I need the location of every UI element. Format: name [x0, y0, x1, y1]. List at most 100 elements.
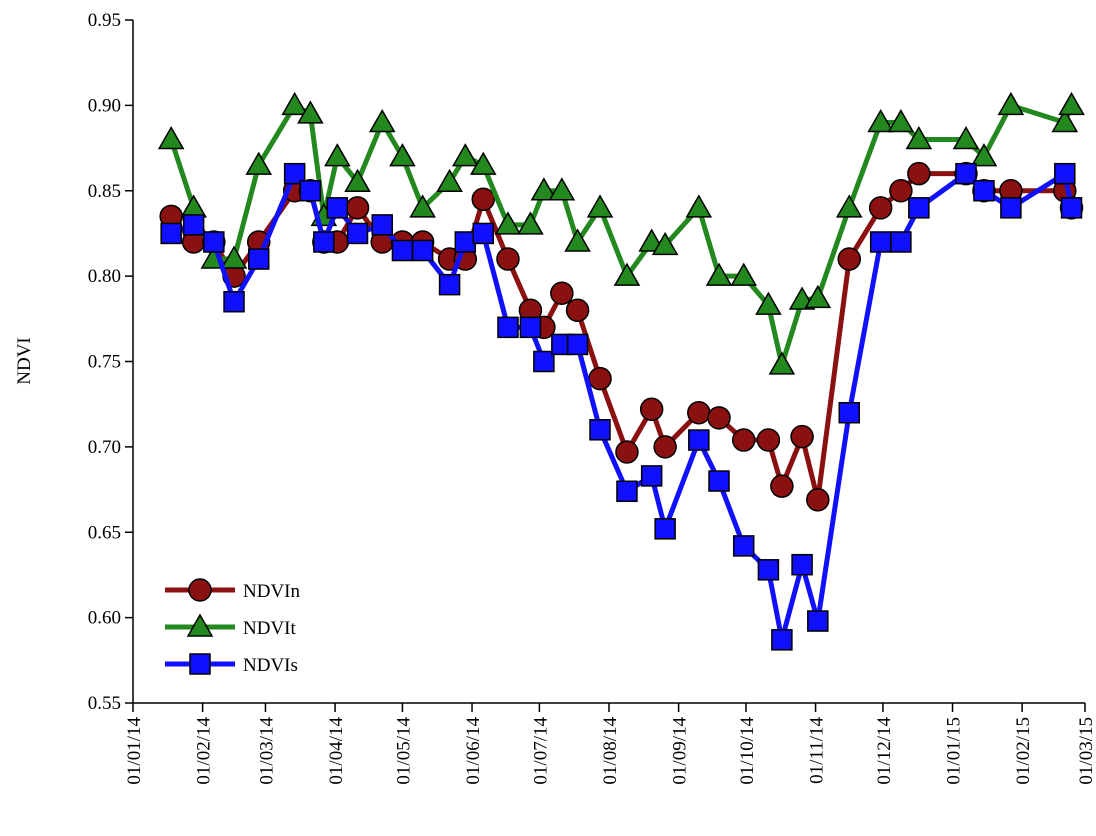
marker: [436, 168, 463, 192]
marker: [755, 291, 782, 315]
marker: [533, 350, 555, 373]
marker: [1054, 162, 1076, 185]
y-tick-label: 0.95: [88, 10, 121, 31]
x-tick-label: 01/02/15: [1013, 717, 1034, 785]
marker: [299, 180, 322, 202]
marker: [687, 400, 711, 425]
marker: [368, 108, 396, 133]
marker: [203, 231, 225, 253]
marker: [616, 480, 638, 503]
y-tick-label: 0.85: [88, 181, 121, 202]
marker: [868, 196, 893, 220]
marker: [905, 126, 933, 150]
y-tick-label: 0.90: [88, 95, 121, 116]
marker: [371, 214, 393, 236]
series: [160, 162, 1083, 651]
marker: [1000, 197, 1022, 219]
marker: [409, 194, 436, 218]
x-tick-label: 01/02/14: [194, 717, 215, 785]
marker: [1058, 91, 1085, 116]
x-tick-label: 01/09/14: [670, 717, 691, 785]
y-tick-label: 0.55: [88, 693, 121, 714]
marker: [471, 187, 496, 212]
marker: [589, 419, 611, 441]
marker: [804, 284, 832, 309]
marker: [1060, 197, 1083, 219]
x-tick-label: 01/11/14: [807, 717, 828, 784]
marker: [732, 535, 755, 557]
marker: [588, 366, 612, 391]
marker: [180, 194, 207, 218]
marker: [160, 222, 182, 245]
marker: [411, 239, 434, 262]
series: [157, 91, 1085, 375]
marker: [907, 161, 931, 186]
marker: [472, 222, 495, 245]
marker: [283, 162, 306, 185]
marker: [613, 262, 641, 286]
marker: [550, 281, 574, 305]
series: [159, 161, 1084, 512]
marker: [245, 151, 273, 175]
marker: [869, 231, 892, 253]
marker: [1051, 108, 1079, 133]
marker: [806, 488, 830, 512]
marker: [220, 245, 248, 269]
y-tick-label: 0.75: [88, 352, 121, 373]
marker: [346, 222, 369, 245]
marker: [970, 143, 998, 167]
marker: [889, 179, 913, 203]
marker: [837, 247, 861, 271]
marker: [566, 333, 589, 356]
marker: [770, 474, 794, 498]
marker: [548, 177, 576, 201]
marker: [790, 424, 814, 449]
x-tick-label: 01/10/14: [737, 717, 758, 785]
marker: [615, 440, 639, 464]
marker: [653, 435, 677, 459]
legend-label: NDVIn: [243, 581, 300, 602]
series-line: [168, 102, 1074, 375]
marker: [955, 162, 977, 185]
marker: [756, 428, 781, 452]
marker: [324, 143, 351, 167]
marker: [344, 168, 371, 192]
marker: [867, 108, 894, 133]
y-tick-label: 0.80: [88, 266, 121, 287]
y-tick-label: 0.70: [88, 437, 121, 458]
legend-label: NDVIs: [243, 655, 298, 676]
marker: [973, 180, 995, 202]
x-tick-label: 01/06/14: [463, 717, 484, 785]
marker: [297, 100, 324, 124]
marker: [708, 470, 730, 492]
x-tick-label: 01/08/14: [600, 717, 621, 785]
legend-marker: [186, 613, 214, 637]
marker: [952, 126, 980, 150]
marker: [438, 273, 461, 296]
marker: [705, 262, 733, 286]
marker: [757, 559, 780, 581]
legend-marker: [188, 578, 212, 602]
marker: [494, 211, 522, 235]
marker: [496, 247, 520, 271]
marker: [730, 262, 758, 286]
marker: [640, 465, 663, 487]
marker: [838, 401, 860, 424]
marker: [997, 91, 1025, 116]
marker: [313, 231, 335, 253]
marker: [564, 228, 591, 252]
x-tick-label: 01/01/15: [944, 717, 965, 785]
marker: [768, 351, 796, 375]
marker: [454, 231, 477, 253]
marker: [586, 194, 614, 218]
marker: [731, 428, 756, 452]
legend-marker: [189, 653, 211, 675]
y-tick-label: 0.65: [88, 522, 121, 543]
marker: [530, 177, 558, 201]
marker: [497, 316, 519, 339]
marker: [688, 429, 710, 451]
marker: [391, 239, 414, 262]
x-tick-label: 01/04/14: [326, 717, 347, 785]
marker: [890, 231, 912, 253]
